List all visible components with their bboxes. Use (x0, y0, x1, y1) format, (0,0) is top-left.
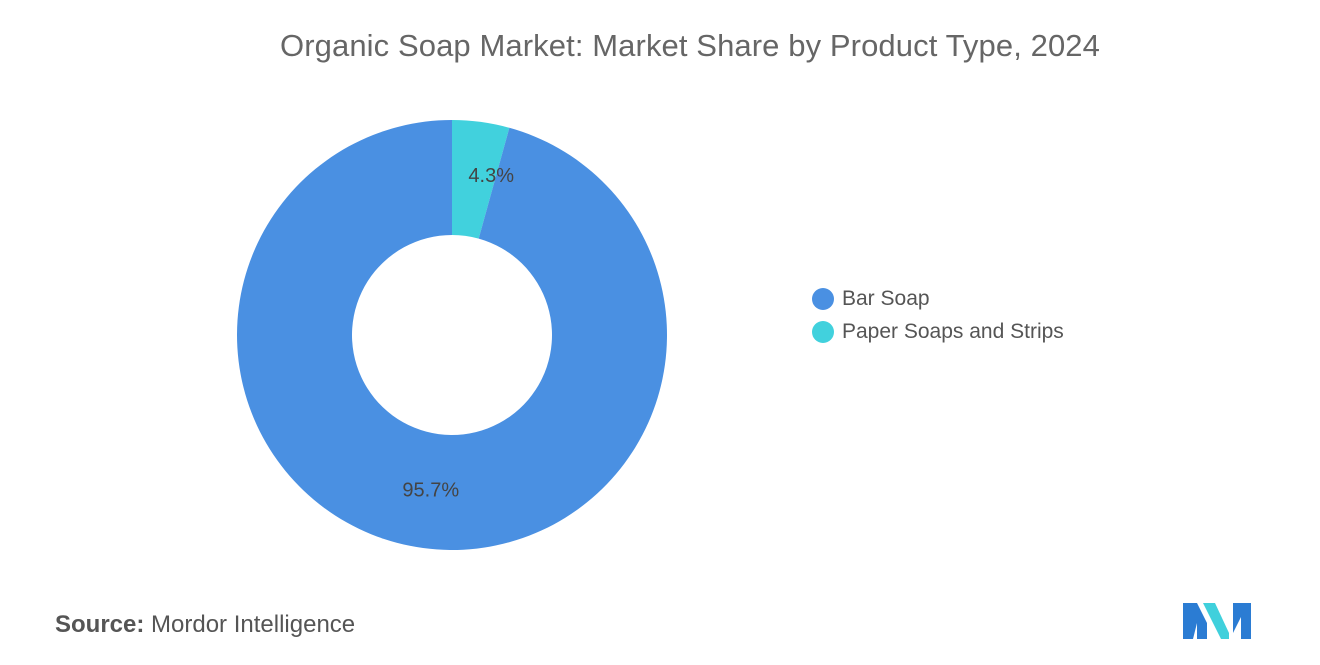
logo-shape-middle (1203, 603, 1229, 639)
logo-shape-left (1183, 603, 1207, 639)
legend-item-paper-soaps[interactable]: Paper Soaps and Strips (812, 315, 1064, 348)
legend-swatch-bar-soap (812, 287, 834, 310)
mordor-intelligence-logo-icon (1183, 603, 1251, 639)
donut-slice-bar-soap[interactable] (237, 120, 668, 550)
legend-label-bar-soap: Bar Soap (842, 286, 930, 310)
source-text: Mordor Intelligence (151, 611, 356, 638)
logo-shape-right (1233, 603, 1251, 639)
source-label: Source: (55, 611, 145, 638)
chart-legend: Bar Soap Paper Soaps and Strips (812, 282, 1064, 348)
source-note: Source: Mordor Intelligence (55, 611, 355, 639)
legend-swatch-paper-soaps (812, 320, 834, 343)
legend-label-paper-soaps: Paper Soaps and Strips (842, 319, 1064, 343)
data-label-paper-soaps-and-strips: 4.3% (468, 165, 514, 187)
data-label-bar-soap: 95.7% (402, 479, 459, 501)
chart-title: Organic Soap Market: Market Share by Pro… (280, 28, 1100, 63)
legend-item-bar-soap[interactable]: Bar Soap (812, 282, 1064, 315)
donut-slice-paper-soaps-and-strips[interactable] (452, 120, 510, 239)
